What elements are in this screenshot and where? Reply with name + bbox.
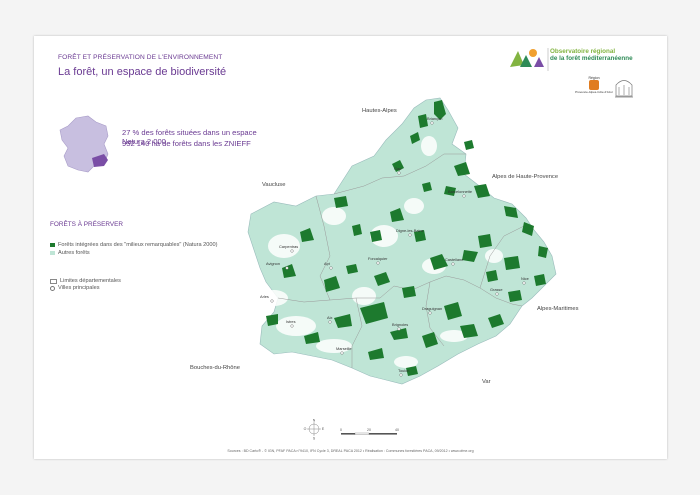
region-emblem-icon — [589, 80, 599, 90]
sources-footer: Sources : BD Carto® - © IGN, PFAF PACA n… — [227, 449, 474, 453]
city-aix: Aix — [327, 315, 333, 320]
city-arles: Arles — [260, 294, 269, 299]
scale-bar: 0 20 40 — [340, 428, 399, 435]
city-forcalquier: Forcalquier — [368, 256, 388, 261]
region-logo: Région Provence-Alpes-Côte d'Azur — [574, 76, 614, 100]
stat-znieff: 952 140 ha de forêts dans les ZNIEFF — [122, 139, 251, 148]
scale-tick-20: 20 — [367, 428, 371, 432]
city-draguignan: Draguignan — [422, 306, 443, 311]
compass-e: E — [322, 427, 325, 431]
region-name: Provence-Alpes-Côte d'Azur — [575, 90, 613, 94]
page-title: La forêt, un espace de biodiversité — [58, 66, 227, 78]
legend-title: FORÊTS À PRÉSERVER — [50, 221, 124, 228]
dept-vaucluse: Vaucluse — [262, 182, 286, 188]
city-marseille: Marseille — [336, 346, 352, 351]
compass-rose-icon: N O E S — [304, 419, 325, 441]
ofme-logo-text: Observatoire régional de la forêt médite… — [550, 48, 633, 63]
compass-n: N — [313, 419, 316, 423]
stat-natura: 27 % des forêts situées dans un espace N… — [122, 128, 257, 146]
dept-alpes-haute-provence: Alpes de Haute-Provence — [492, 174, 559, 180]
city-markers — [270, 121, 526, 377]
city-digne: Digne-les-Bains — [396, 228, 424, 233]
natura-swatch — [50, 243, 55, 247]
other-forest-swatch — [50, 251, 55, 255]
city-nice: Nice — [521, 276, 529, 281]
legend-cities-label: Villes principales — [58, 285, 100, 291]
city-istres: Istres — [286, 319, 296, 324]
city-castellane: Castellane — [445, 257, 464, 262]
dept-bouches-du-rhone: Bouches-du-Rhône — [190, 365, 240, 371]
city-brignoles: Brignoles — [392, 322, 409, 327]
section-header: FORÊT ET PRÉSERVATION DE L'ENVIRONNEMENT — [58, 54, 223, 61]
legend-item-other: Autres forêts — [50, 250, 90, 256]
boundary-swatch — [50, 278, 57, 284]
france-locator-map — [59, 115, 109, 173]
natura-forests — [266, 100, 548, 376]
compass-o: O — [304, 427, 307, 431]
region-outline — [247, 97, 557, 385]
region-word: Région — [588, 76, 600, 80]
dept-var: Var — [482, 379, 491, 385]
city-dot-icon — [50, 285, 55, 291]
prefecture-seal-icon — [615, 80, 633, 98]
logo-line2: de la forêt méditerranéenne — [550, 55, 633, 63]
map-sheet: FORÊT ET PRÉSERVATION DE L'ENVIRONNEMENT… — [34, 36, 667, 459]
city-gap: Gap — [394, 166, 402, 171]
city-barcelonnette: Barcelonnette — [448, 189, 473, 194]
city-briancon: Briançon — [427, 116, 443, 121]
dept-hautes-alpes: Hautes-Alpes — [362, 108, 397, 114]
legend-other-label: Autres forêts — [58, 250, 90, 256]
city-grasse: Grasse — [490, 287, 503, 292]
scale-tick-40: 40 — [395, 428, 399, 432]
compass-s: S — [313, 437, 316, 441]
ofme-logo-icon — [510, 48, 549, 71]
scale-tick-0: 0 — [340, 428, 342, 432]
non-forest-areas — [260, 136, 503, 368]
city-apt: Apt — [324, 261, 330, 266]
legend-natura-label: Forêts intégrées dans des "milieux remar… — [58, 242, 218, 248]
department-boundaries — [277, 153, 525, 368]
legend-item-natura: Forêts intégrées dans des "milieux remar… — [50, 242, 217, 248]
city-carpentras: Carpentras — [279, 244, 299, 249]
legend-item-boundaries: Limites départementales — [50, 278, 121, 284]
dept-alpes-maritimes: Alpes-Maritimes — [537, 306, 579, 312]
logo-line1: Observatoire régional — [550, 48, 616, 55]
city-toulon: Toulon — [398, 368, 410, 373]
legend-boundaries-label: Limites départementales — [60, 278, 121, 284]
city-avignon: Avignon — [266, 261, 280, 266]
legend-item-cities: Villes principales — [50, 285, 100, 291]
stats-panel: 27 % des forêts situées dans un espace N… — [58, 114, 268, 180]
paca-forest-map — [247, 97, 557, 385]
